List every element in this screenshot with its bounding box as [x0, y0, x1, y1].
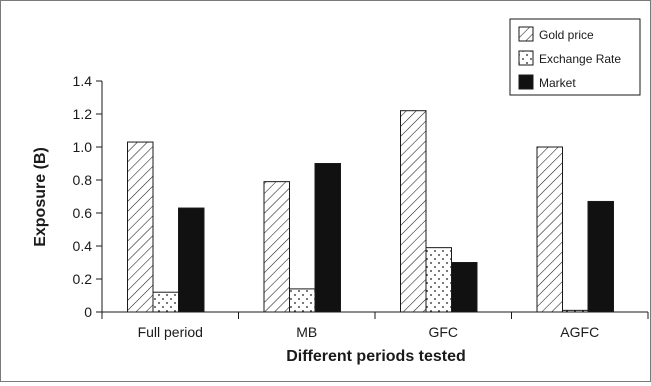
- legend-label: Gold price: [539, 28, 594, 42]
- y-tick-label: 1.4: [73, 73, 93, 89]
- legend-swatch: [518, 50, 534, 66]
- y-axis: 0 0.2 0.4 0.6 0.8 1.0 1.2 1.4: [73, 73, 103, 320]
- legend-swatch: [518, 74, 534, 90]
- x-tick-label: GFC: [428, 324, 458, 340]
- x-tick-label: MB: [296, 324, 317, 340]
- bar: [425, 247, 452, 313]
- x-tick-label: Full period: [138, 324, 203, 340]
- bar: [127, 141, 154, 313]
- bars: [127, 110, 614, 313]
- bar: [152, 291, 179, 313]
- y-axis-title: Exposure (B): [32, 147, 49, 247]
- x-axis: Full period MB GFC AGFC: [101, 311, 649, 340]
- y-tick-label: 1.0: [73, 139, 93, 155]
- legend-swatch: [518, 26, 534, 42]
- y-tick-label: 0.6: [73, 205, 93, 221]
- x-tick-label: AGFC: [560, 324, 599, 340]
- bar: [536, 146, 563, 313]
- y-tick-label: 0.4: [73, 238, 93, 254]
- bar: [263, 181, 290, 313]
- bar: [289, 288, 316, 313]
- y-tick-label: 1.2: [73, 106, 93, 122]
- bar: [178, 207, 205, 313]
- y-tick-label: 0: [84, 304, 92, 320]
- bar: [562, 309, 589, 313]
- x-axis-title: Different periods tested: [286, 348, 466, 365]
- bar: [587, 200, 614, 313]
- legend-label: Market: [539, 76, 576, 90]
- bar: [314, 163, 341, 313]
- legend-label: Exchange Rate: [539, 52, 621, 66]
- y-tick-label: 0.2: [73, 271, 93, 287]
- y-tick-label: 0.8: [73, 172, 93, 188]
- bar: [400, 110, 427, 313]
- bar: [451, 262, 478, 313]
- legend: Gold price Exchange Rate Market: [509, 18, 641, 96]
